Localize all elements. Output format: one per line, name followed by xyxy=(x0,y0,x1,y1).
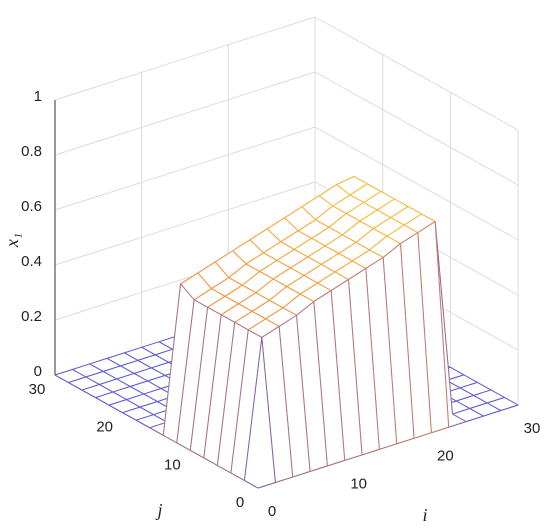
x-tick-label: 0 xyxy=(268,503,276,520)
grid-line xyxy=(314,126,519,241)
grid-line xyxy=(54,71,316,156)
x-tick-label: 20 xyxy=(437,448,454,465)
y-axis-label: j xyxy=(155,500,162,520)
z-tick-label: 0.8 xyxy=(21,143,42,160)
x-axis-label: i xyxy=(422,505,427,525)
x-tick-label: 10 xyxy=(350,475,367,492)
grid-line xyxy=(54,16,316,101)
z-axis-label: x₁ xyxy=(2,233,22,248)
grid-line xyxy=(314,71,519,186)
grid-line xyxy=(54,126,316,211)
z-tick-label: 0.6 xyxy=(21,198,42,215)
grid-line xyxy=(54,181,316,266)
grid-line xyxy=(314,16,519,131)
y-tick-label: 10 xyxy=(164,456,181,473)
z-tick-label: 0.2 xyxy=(21,308,42,325)
z-tick-label: 0 xyxy=(34,363,42,380)
y-tick-label: 0 xyxy=(236,494,244,511)
y-tick-label: 30 xyxy=(29,381,46,398)
z-tick-label: 0.4 xyxy=(21,253,42,270)
z-tick-label: 1 xyxy=(34,88,42,105)
mesh-cell xyxy=(243,336,276,489)
y-tick-label: 20 xyxy=(96,419,113,436)
x-tick-label: 30 xyxy=(524,420,541,437)
